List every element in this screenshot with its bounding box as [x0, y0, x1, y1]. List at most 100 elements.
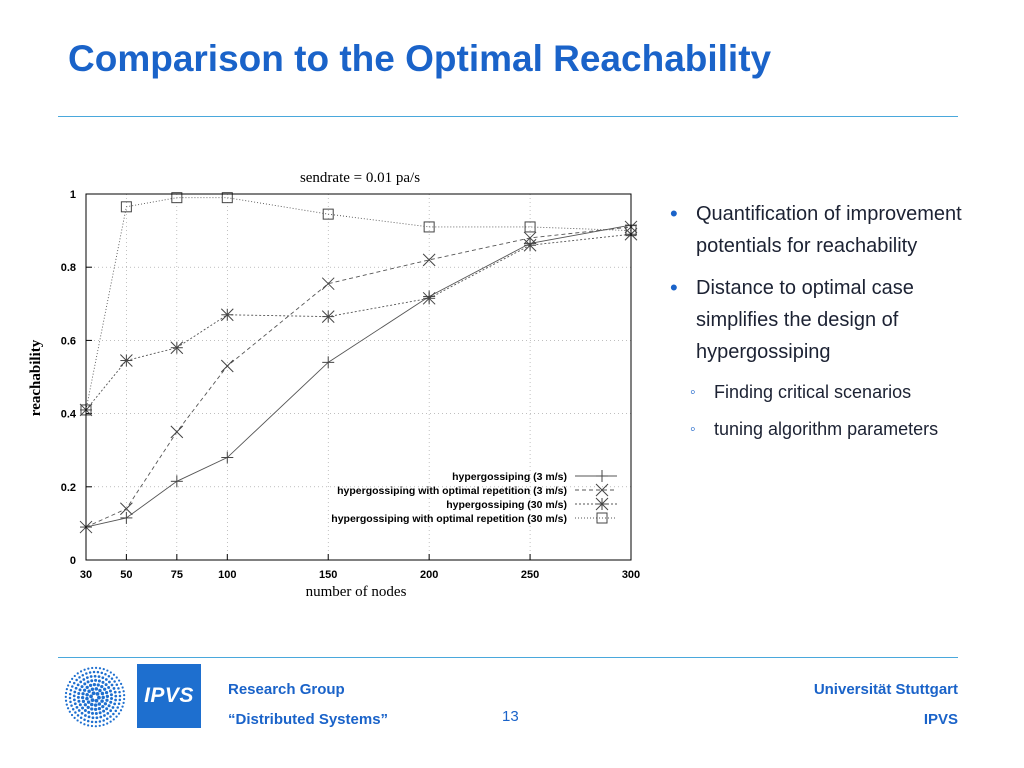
legend-label: hypergossiping (30 m/s) — [446, 499, 567, 511]
seal-dot — [100, 699, 104, 703]
seal-dot — [94, 687, 99, 691]
seal-dot — [98, 667, 102, 670]
seal-dot — [71, 707, 75, 711]
seal-dot — [86, 705, 90, 710]
data-point — [422, 253, 436, 267]
seal-dot — [81, 699, 86, 704]
series-line-4 — [85, 197, 632, 411]
seal-dot — [88, 671, 92, 674]
seal-dot — [94, 698, 99, 703]
seal-dot — [118, 694, 122, 698]
marker-stroke — [524, 221, 536, 233]
marker-stroke — [170, 341, 184, 355]
seal-dot — [77, 709, 81, 712]
seal-dot — [90, 679, 94, 683]
seal-dot — [101, 695, 105, 700]
seal-dot — [96, 670, 100, 674]
seal-dot — [115, 683, 119, 687]
legend-label: hypergossiping (3 m/s) — [452, 471, 567, 483]
seal-dot — [71, 677, 74, 680]
seal-dot — [64, 691, 68, 695]
seal-dot — [121, 705, 124, 708]
y-tick-label: 0.4 — [61, 409, 77, 421]
chart-legend: hypergossiping (3 m/s) hypergossiping wit… — [331, 470, 617, 525]
seal-dot — [101, 680, 105, 684]
seal-dot — [77, 699, 81, 703]
seal-dot — [102, 668, 105, 671]
seal-dot — [82, 678, 86, 681]
seal-dot — [73, 716, 76, 720]
title-divider — [58, 116, 958, 117]
seal-dot — [73, 674, 76, 678]
seal-dot — [83, 703, 87, 707]
seal-dot — [80, 685, 84, 689]
seal-dot — [112, 687, 116, 690]
series-line-2 — [85, 226, 632, 528]
data-point — [524, 221, 536, 233]
seal-dot — [81, 706, 85, 710]
marker-stroke — [170, 425, 184, 439]
seal-dot — [104, 673, 107, 676]
seal-dot — [98, 688, 102, 693]
data-point — [221, 192, 233, 204]
seal-dot — [101, 705, 105, 709]
seal-dot — [64, 699, 68, 702]
legend-marker — [595, 497, 609, 511]
x-axis-label: number of nodes — [306, 584, 407, 600]
data-point — [321, 277, 335, 291]
seal-dot — [83, 668, 86, 671]
seal-dot — [72, 681, 76, 685]
university-seal-icon — [64, 666, 126, 728]
seal-dot — [112, 673, 116, 676]
seal-dot — [85, 696, 89, 701]
seal-dot — [109, 693, 113, 697]
seal-dot — [91, 716, 95, 720]
seal-dot — [104, 683, 108, 687]
seal-dot — [111, 706, 115, 709]
reachability-chart: sendrate = 0.01 pa/s reachability number… — [28, 170, 640, 600]
marker-stroke — [120, 502, 133, 516]
seal-dot — [81, 692, 85, 696]
seal-dot — [110, 677, 114, 680]
data-point — [120, 502, 133, 516]
seal-dot — [75, 678, 78, 682]
seal-dot — [114, 709, 118, 713]
seal-dot — [92, 682, 97, 687]
seal-dot — [98, 720, 102, 723]
seal-dot — [109, 700, 113, 704]
seal-dot — [79, 670, 83, 673]
seal-dot — [76, 719, 79, 722]
y-tick-label: 0.8 — [61, 262, 76, 274]
seal-dot — [95, 716, 99, 720]
seal-dot — [80, 695, 85, 700]
bullet-list: Quantification of improvement potentials… — [670, 198, 970, 452]
data-point — [321, 310, 335, 323]
seal-dot — [70, 704, 73, 707]
marker-stroke — [595, 483, 609, 497]
seal-dot — [86, 700, 91, 704]
seal-dot — [73, 698, 76, 702]
data-point — [170, 425, 184, 439]
seal-dot — [100, 684, 104, 689]
seal-dot — [113, 702, 117, 706]
seal-dot — [86, 680, 90, 684]
seal-dot — [83, 718, 86, 721]
seal-dot — [119, 709, 123, 712]
seal-dot — [98, 724, 101, 727]
marker-stroke — [171, 192, 183, 204]
seal-dot — [113, 690, 117, 694]
marker-stroke — [120, 354, 133, 367]
page-number: 13 — [502, 708, 519, 725]
data-point — [523, 238, 537, 252]
seal-dot — [68, 696, 72, 700]
institute-label: IPVS — [923, 711, 958, 728]
seal-dot — [116, 706, 119, 709]
seal-dot — [66, 707, 70, 710]
seal-dot — [67, 684, 70, 687]
seal-dot — [117, 712, 121, 715]
seal-dot — [117, 687, 120, 690]
seal-dot — [118, 690, 121, 694]
x-tick-label: 50 — [120, 569, 132, 581]
seal-dot — [102, 709, 106, 713]
data-point — [220, 308, 234, 322]
